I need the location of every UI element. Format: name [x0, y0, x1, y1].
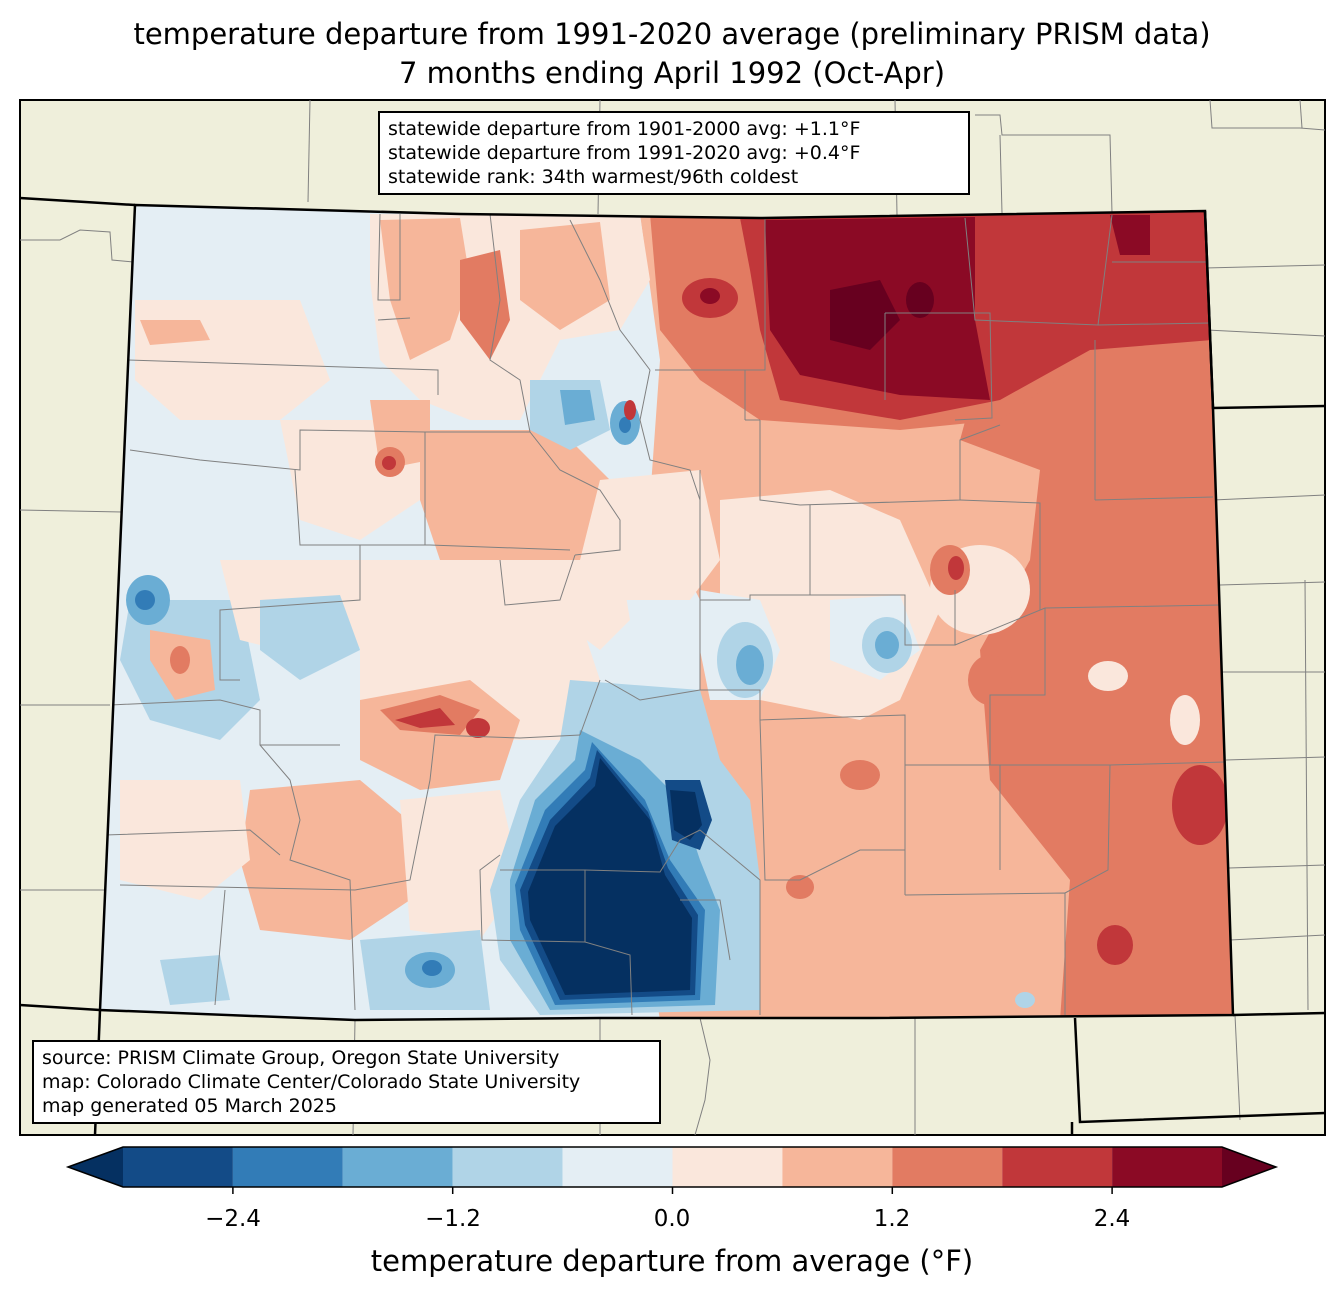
map-credit-line: map: Colorado Climate Center/Colorado St… [42, 1071, 581, 1093]
oklahoma-border [1073, 1017, 1326, 1124]
map-title-line-2: 7 months ending April 1992 (Oct-Apr) [398, 56, 946, 90]
stats-departure-1991-2020: statewide departure from 1991-2020 avg: … [388, 142, 861, 164]
statewide-stats-box: statewide departure from 1901-2000 avg: … [378, 111, 970, 195]
county-lines [104, 213, 1226, 1016]
stats-rank: statewide rank: 34th warmest/96th coldes… [388, 166, 799, 188]
stats-departure-1901-2000: statewide departure from 1901-2000 avg: … [388, 118, 861, 140]
colorbar-label: temperature departure from average (°F) [370, 1244, 974, 1278]
source-box: source: PRISM Climate Group, Oregon Stat… [32, 1040, 661, 1124]
colorbar-tick-label: 1.2 [873, 1206, 911, 1232]
new-mexico-utah-border [19, 1003, 101, 1012]
map-title-line-1: temperature departure from 1991-2020 ave… [133, 17, 1211, 51]
wyoming-utah-border [19, 196, 136, 207]
source-line: source: PRISM Climate Group, Oregon Stat… [42, 1047, 560, 1069]
temperature-field [100, 205, 1233, 1020]
colorbar-tick-label: −1.2 [425, 1206, 481, 1232]
colorbar-tick-label: 0.0 [653, 1206, 691, 1232]
generated-date-line: map generated 05 March 2025 [42, 1095, 337, 1117]
nebraska-border [1203, 210, 1326, 410]
neighbor-county-lines [19, 99, 1326, 1136]
colorbar-tick-label: −2.4 [205, 1206, 261, 1232]
colorbar-tick-label: 2.4 [1093, 1206, 1131, 1232]
